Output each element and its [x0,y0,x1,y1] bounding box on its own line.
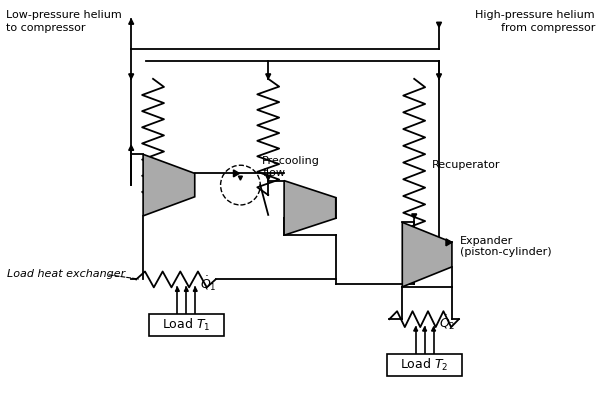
Text: $\dot{Q}_1$: $\dot{Q}_1$ [200,274,217,293]
Text: Load $T_2$: Load $T_2$ [400,357,449,373]
Polygon shape [422,327,427,331]
Text: Expander
(piston-cylinder): Expander (piston-cylinder) [460,236,551,257]
Bar [388,354,462,376]
Polygon shape [413,327,418,331]
Text: Precooling
flow: Precooling flow [262,156,320,178]
Polygon shape [266,175,271,180]
Polygon shape [184,287,188,291]
Text: Load $T_1$: Load $T_1$ [162,317,211,333]
Polygon shape [266,74,271,79]
Polygon shape [193,287,197,291]
Polygon shape [431,327,436,331]
Bar [149,314,224,336]
Polygon shape [238,176,242,180]
Polygon shape [129,145,134,150]
Polygon shape [175,287,179,291]
Polygon shape [402,222,452,287]
Text: High-pressure helium: High-pressure helium [475,10,595,20]
Polygon shape [284,181,336,235]
Polygon shape [446,239,452,246]
Polygon shape [412,214,416,219]
Text: to compressor: to compressor [6,23,86,33]
Text: Low-pressure helium: Low-pressure helium [6,10,122,20]
Text: from compressor: from compressor [500,23,595,33]
Polygon shape [437,74,442,79]
Polygon shape [129,19,134,24]
Polygon shape [143,154,195,216]
Text: Recuperator: Recuperator [432,160,500,170]
Polygon shape [437,22,442,27]
Text: $\dot{Q}_2$: $\dot{Q}_2$ [439,314,455,332]
Text: Load heat exchanger: Load heat exchanger [7,269,125,280]
Polygon shape [233,170,239,177]
Polygon shape [129,74,134,79]
